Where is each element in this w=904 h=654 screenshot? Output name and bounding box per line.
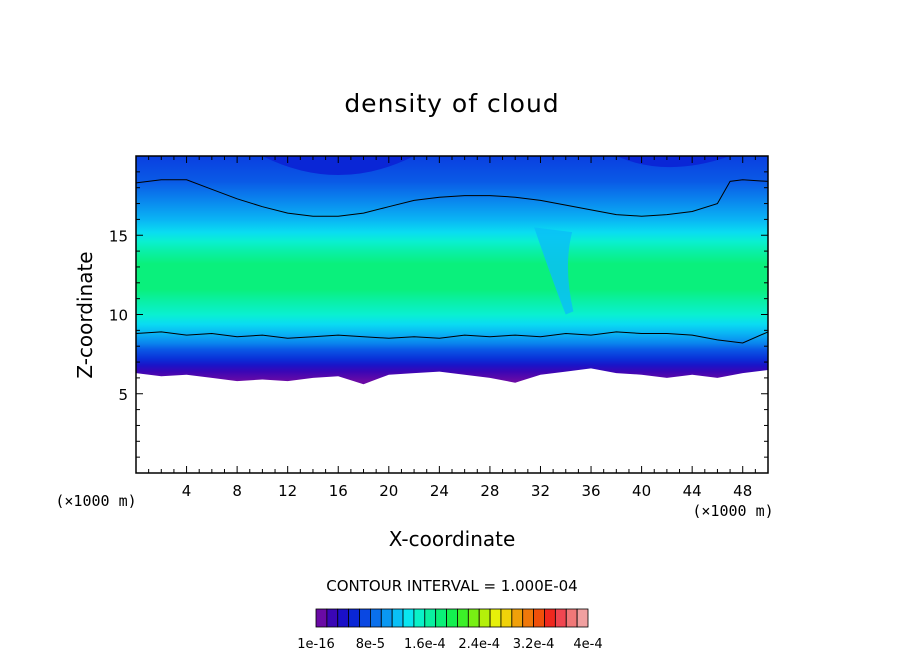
x-tick-label: 24	[430, 482, 449, 500]
colorbar-swatch	[500, 608, 513, 628]
colorbar-swatch	[511, 608, 524, 628]
cloud-top-dark-patch	[262, 156, 731, 176]
x-tick-label: 32	[531, 482, 550, 500]
y-axis-label: Z-coordinate	[73, 251, 97, 378]
colorbar-swatch	[380, 608, 393, 628]
x-tick-label: 20	[379, 482, 398, 500]
colorbar-swatch	[315, 608, 328, 628]
colorbar-swatch	[359, 608, 371, 628]
colorbar-swatch	[554, 608, 567, 628]
colorbar-swatch	[413, 608, 426, 628]
colorbar-swatch	[446, 608, 458, 628]
x-tick-label: 44	[683, 482, 702, 500]
colorbar-swatch	[326, 608, 339, 628]
colorbar-label: 3.2e-4	[513, 637, 555, 652]
contour-interval-text: CONTOUR INTERVAL = 1.000E-04	[326, 577, 577, 595]
y-axis: 5 10 15	[109, 171, 768, 458]
cloud-gap-plume	[534, 227, 574, 315]
x-tick-label: 28	[480, 482, 499, 500]
x-axis-label: X-coordinate	[389, 527, 516, 551]
colorbar-swatch	[391, 608, 404, 628]
colorbar-label: 2.4e-4	[458, 637, 500, 652]
colorbar-swatch	[424, 608, 437, 628]
colorbar-swatch	[489, 608, 502, 628]
x-tick-label: 48	[733, 482, 752, 500]
lower-contour-line	[136, 331, 768, 344]
colorbar-swatch	[544, 608, 556, 628]
colorbar-labels: 1e-16 8e-5 1.6e-4 2.4e-4 3.2e-4 4e-4	[297, 637, 602, 652]
colorbar	[315, 608, 589, 628]
y-tick-label: 15	[109, 227, 128, 245]
y-tick-label: 10	[109, 307, 128, 325]
colorbar-label: 1.6e-4	[404, 637, 446, 652]
x-unit-right: (×1000 m)	[692, 502, 773, 520]
x-tick-label: 40	[632, 482, 651, 500]
colorbar-swatch	[576, 608, 589, 628]
x-tick-label: 8	[232, 482, 242, 500]
x-axis: 4 8 12 16 20 24 28 32 36 40 44 48	[148, 156, 756, 500]
chart-title: density of cloud	[344, 89, 559, 118]
colorbar-swatch	[457, 608, 469, 628]
upper-contour-line	[136, 179, 768, 217]
colorbar-swatch	[522, 608, 534, 628]
colorbar-swatch	[435, 608, 447, 628]
x-tick-label: 12	[278, 482, 297, 500]
y-tick-label: 5	[118, 386, 128, 404]
plot-area	[136, 156, 768, 473]
colorbar-swatch	[467, 608, 480, 628]
colorbar-swatch	[369, 608, 382, 628]
colorbar-swatch	[348, 608, 360, 628]
x-tick-label: 16	[329, 482, 348, 500]
colorbar-label: 1e-16	[297, 637, 335, 652]
x-tick-label: 36	[581, 482, 600, 500]
colorbar-swatch	[565, 608, 578, 628]
x-unit-left: (×1000 m)	[55, 492, 136, 510]
colorbar-swatch	[478, 608, 491, 628]
colorbar-label: 4e-4	[573, 637, 602, 652]
clear-air-region	[136, 368, 768, 473]
colorbar-swatch	[402, 608, 415, 628]
colorbar-swatch	[533, 608, 545, 628]
x-tick-label: 4	[182, 482, 192, 500]
colorbar-label: 8e-5	[356, 637, 385, 652]
colorbar-swatch	[337, 608, 350, 628]
